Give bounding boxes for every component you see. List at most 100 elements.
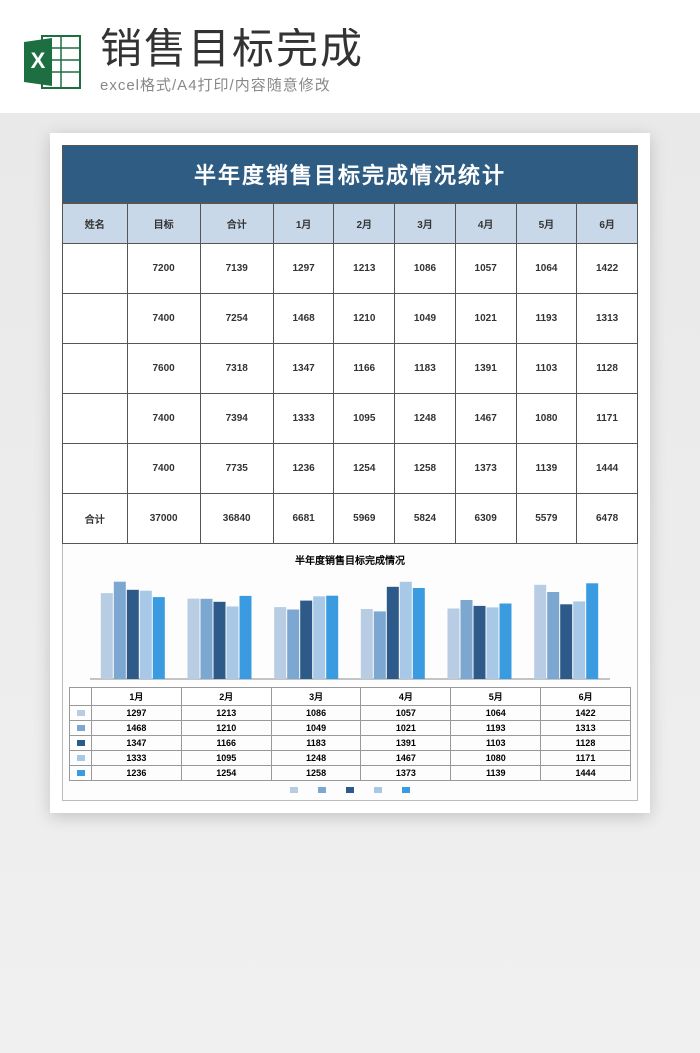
table-row-total: 合计3700036840668159695824630955796478 <box>63 494 638 544</box>
cell: 6478 <box>577 494 638 544</box>
cell: 6309 <box>455 494 516 544</box>
cell: 1095 <box>334 394 395 444</box>
chart-cell: 1139 <box>451 766 541 781</box>
legend-swatch-icon <box>290 787 298 793</box>
chart-col-header: 1月 <box>92 688 182 706</box>
cell <box>63 344 128 394</box>
legend-swatch-icon <box>318 787 326 793</box>
bar <box>534 585 546 679</box>
bar <box>474 606 486 679</box>
bar <box>300 601 312 679</box>
bar <box>274 607 286 679</box>
bar <box>500 604 512 680</box>
cell: 7139 <box>200 244 273 294</box>
cell: 7254 <box>200 294 273 344</box>
chart-cell: 1171 <box>541 751 631 766</box>
chart-cell: 1422 <box>541 706 631 721</box>
banner-subtitle: excel格式/A4打印/内容随意修改 <box>100 74 680 95</box>
bar-chart <box>69 573 631 683</box>
cell: 1468 <box>273 294 334 344</box>
chart-table-row: 133310951248146710801171 <box>70 751 631 766</box>
cell: 5579 <box>516 494 577 544</box>
banner-text: 销售目标完成 excel格式/A4打印/内容随意修改 <box>100 28 680 95</box>
chart-cell: 1468 <box>92 721 182 736</box>
chart-cell: 1313 <box>541 721 631 736</box>
cell: 1086 <box>395 244 456 294</box>
cell: 1373 <box>455 444 516 494</box>
cell <box>63 244 128 294</box>
legend-swatch-icon <box>346 787 354 793</box>
bar <box>461 600 473 679</box>
col-header: 3月 <box>395 204 456 244</box>
cell: 合计 <box>63 494 128 544</box>
cell: 1193 <box>516 294 577 344</box>
col-header: 6月 <box>577 204 638 244</box>
chart-cell: 1183 <box>271 736 361 751</box>
bar <box>586 583 598 679</box>
cell: 1128 <box>577 344 638 394</box>
chart-col-header: 5月 <box>451 688 541 706</box>
legend-swatch-icon <box>70 706 92 721</box>
cell: 1236 <box>273 444 334 494</box>
chart-cell: 1080 <box>451 751 541 766</box>
cell: 1213 <box>334 244 395 294</box>
cell: 1080 <box>516 394 577 444</box>
cell: 37000 <box>127 494 200 544</box>
cell: 7400 <box>127 394 200 444</box>
chart-col-header: 2月 <box>181 688 271 706</box>
cell: 1049 <box>395 294 456 344</box>
chart-cell: 1103 <box>451 736 541 751</box>
chart-cell: 1049 <box>271 721 361 736</box>
bar <box>101 593 113 679</box>
cell: 7600 <box>127 344 200 394</box>
col-header: 目标 <box>127 204 200 244</box>
cell: 7394 <box>200 394 273 444</box>
bar <box>547 592 559 679</box>
table-row: 74007254146812101049102111931313 <box>63 294 638 344</box>
bar <box>374 611 386 679</box>
bar <box>287 610 299 680</box>
bar <box>227 607 239 680</box>
cell: 1254 <box>334 444 395 494</box>
chart-cell: 1236 <box>92 766 182 781</box>
bar <box>240 596 252 679</box>
chart-cell: 1333 <box>92 751 182 766</box>
bar <box>326 596 338 679</box>
table-row: 74007394133310951248146710801171 <box>63 394 638 444</box>
chart-cell: 1057 <box>361 706 451 721</box>
chart-table-row: 134711661183139111031128 <box>70 736 631 751</box>
document-frame: 半年度销售目标完成情况统计 姓名目标合计1月2月3月4月5月6月 7200713… <box>50 133 650 813</box>
cell: 1313 <box>577 294 638 344</box>
table-row: 76007318134711661183139111031128 <box>63 344 638 394</box>
cell: 1171 <box>577 394 638 444</box>
chart-cell: 1444 <box>541 766 631 781</box>
cell: 1333 <box>273 394 334 444</box>
legend-swatch-icon <box>70 736 92 751</box>
cell: 7200 <box>127 244 200 294</box>
cell: 1258 <box>395 444 456 494</box>
legend-swatch-icon <box>70 721 92 736</box>
cell <box>63 444 128 494</box>
cell: 1057 <box>455 244 516 294</box>
cell: 5824 <box>395 494 456 544</box>
legend-swatch-icon <box>70 766 92 781</box>
svg-text:X: X <box>31 48 46 73</box>
chart-col-header: 4月 <box>361 688 451 706</box>
chart-col-header: 6月 <box>541 688 631 706</box>
cell: 1467 <box>455 394 516 444</box>
chart-cell: 1128 <box>541 736 631 751</box>
chart-table-row: 123612541258137311391444 <box>70 766 631 781</box>
cell <box>63 394 128 444</box>
banner: X 销售目标完成 excel格式/A4打印/内容随意修改 <box>0 0 700 113</box>
chart-cell: 1347 <box>92 736 182 751</box>
col-header: 合计 <box>200 204 273 244</box>
bar <box>448 609 460 680</box>
chart-table-row: 129712131086105710641422 <box>70 706 631 721</box>
cell: 1391 <box>455 344 516 394</box>
bar <box>214 602 226 679</box>
doc-title: 半年度销售目标完成情况统计 <box>62 145 638 203</box>
cell: 1064 <box>516 244 577 294</box>
bar <box>487 607 499 679</box>
legend-swatch-icon <box>374 787 382 793</box>
chart-cell: 1391 <box>361 736 451 751</box>
